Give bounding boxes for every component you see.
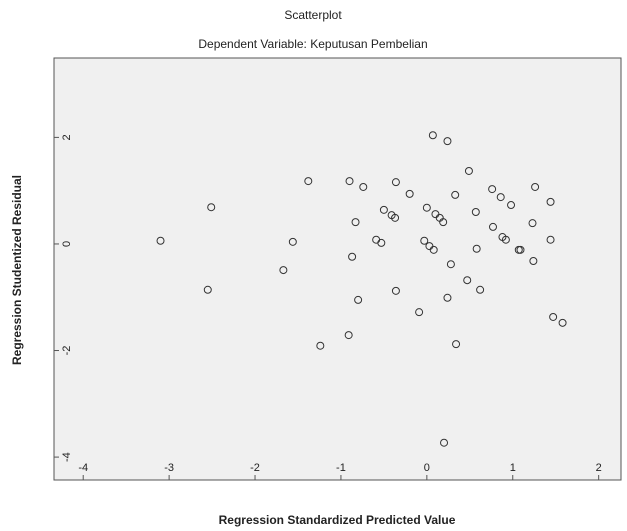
y-tick-label: 2 — [61, 134, 73, 140]
chart: Scatterplot Dependent Variable: Keputusa… — [0, 0, 627, 531]
x-tick-label: -2 — [250, 462, 260, 474]
x-tick-label: 1 — [510, 462, 516, 474]
x-tick-label: -1 — [336, 462, 346, 474]
y-tick-label: -4 — [61, 452, 73, 462]
plot-area — [54, 58, 621, 480]
chart-title: Scatterplot — [284, 8, 342, 22]
page: Scatterplot Dependent Variable: Keputusa… — [0, 0, 627, 531]
x-axis-label: Regression Standardized Predicted Value — [219, 513, 456, 527]
x-tick-label: 0 — [424, 462, 430, 474]
x-tick-label: -4 — [78, 462, 88, 474]
chart-subtitle: Dependent Variable: Keputusan Pembelian — [198, 37, 427, 51]
x-tick-label: -3 — [164, 462, 174, 474]
y-tick-label: -2 — [61, 346, 73, 356]
y-axis-label: Regression Studentized Residual — [10, 175, 24, 365]
x-tick-label: 2 — [596, 462, 602, 474]
y-tick-label: 0 — [61, 241, 73, 247]
